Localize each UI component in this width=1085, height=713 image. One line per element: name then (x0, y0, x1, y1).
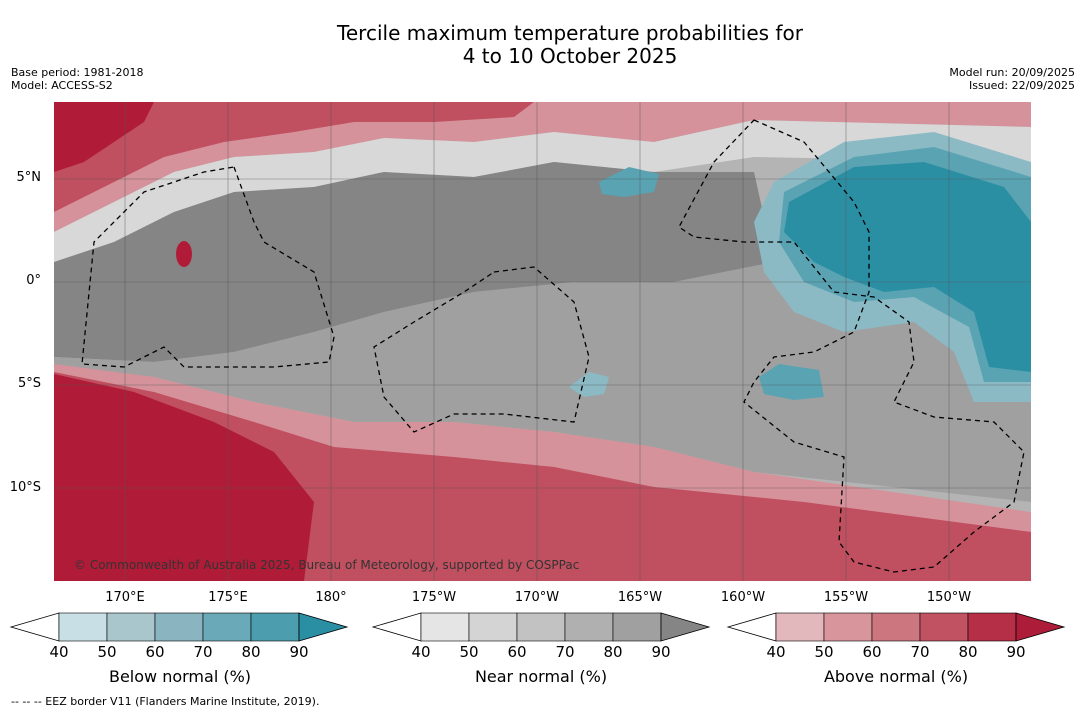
copyright-notice: © Commonwealth of Australia 2025, Bureau… (74, 558, 580, 572)
colorbar-below-segment-3 (202, 612, 252, 642)
probability-map (54, 102, 1031, 581)
colorbar-near-tick: 70 (555, 643, 575, 661)
north-above-normal-strong (54, 102, 154, 172)
colorbar-label-below: Below normal (%) (108, 667, 252, 686)
colorbar-above-segment-1 (823, 612, 873, 642)
near-normal-mid-region (54, 262, 1031, 502)
graticule (54, 102, 1031, 581)
model-run: Model run: 20/09/2025 (949, 66, 1075, 79)
colorbar-above-tick: 80 (958, 643, 978, 661)
north-pale-band (54, 120, 1031, 262)
above-normal-patch-island (176, 241, 192, 267)
colorbar-below-extend-low (9, 612, 60, 642)
colorbar-near-segment-1 (468, 612, 518, 642)
colorbar-above-extend-high (1015, 612, 1066, 642)
colorbar-above-segment-3 (919, 612, 969, 642)
below-normal-patch-east (759, 364, 824, 400)
colorbar-label-near: Near normal (%) (474, 667, 608, 686)
lon-label-175w: 175°W (411, 590, 457, 605)
colorbar-near-segment-4 (612, 612, 662, 642)
below-normal-patch-north (599, 167, 659, 197)
below-normal-patch-south (569, 372, 609, 397)
meta-right: Model run: 20/09/2025 Issued: 22/09/2025 (949, 66, 1075, 92)
colorbar-near-segment-3 (564, 612, 614, 642)
north-above-normal-core (54, 102, 534, 212)
lon-label-170e: 170°E (105, 590, 145, 605)
colorbar-below-tick: 90 (289, 643, 309, 661)
colorbar-below-extend-high (298, 612, 349, 642)
colorbars (9, 612, 1066, 642)
lon-label-170w: 170°W (514, 590, 560, 605)
colorbar-near-tick: 80 (603, 643, 623, 661)
colorbar-above-tick: 70 (910, 643, 930, 661)
model-name: Model: ACCESS-S2 (11, 79, 113, 92)
lon-label-160w: 160°W (720, 590, 766, 605)
colorbar-below-segment-2 (154, 612, 204, 642)
south-above-normal-strong (54, 374, 314, 581)
base-period: Base period: 1981-2018 (11, 66, 144, 79)
colorbar-below-tick: 50 (97, 643, 117, 661)
colorbar-below-segment-4 (250, 612, 300, 642)
near-normal-dark-region (54, 162, 774, 362)
lon-label-180: 180° (315, 590, 347, 605)
colorbar-below-tick: 60 (145, 643, 165, 661)
colorbar-near-normal (371, 612, 711, 642)
colorbar-near-tick: 60 (507, 643, 527, 661)
colorbar-near-segment-0 (420, 612, 470, 642)
lat-label-0: 0° (26, 273, 41, 288)
colorbar-label-above: Above normal (%) (823, 667, 969, 686)
issued-date: Issued: 22/09/2025 (968, 79, 1075, 92)
colorbar-below-normal (9, 612, 349, 642)
map-title: Tercile maximum temperature probabilitie… (0, 22, 1085, 68)
colorbar-near-extend-high (660, 612, 711, 642)
colorbar-above-tick: 60 (862, 643, 882, 661)
colorbar-below-segment-0 (58, 612, 108, 642)
colorbar-near-segment-2 (516, 612, 566, 642)
colorbar-near-tick: 90 (651, 643, 671, 661)
colorbar-above-segment-0 (775, 612, 825, 642)
north-above-normal-region (54, 102, 1031, 232)
eez-borders (81, 119, 1025, 573)
meta-left: Base period: 1981-2018 Model: ACCESS-S2 (11, 66, 143, 92)
title-line-1: Tercile maximum temperature probabilitie… (337, 21, 803, 45)
colorbar-near-tick: 50 (459, 643, 479, 661)
colorbar-below-segment-1 (106, 612, 156, 642)
lon-label-150w: 150°W (926, 590, 972, 605)
lon-label-165w: 165°W (617, 590, 663, 605)
colorbar-above-segment-2 (871, 612, 921, 642)
colorbar-near-tick: 40 (411, 643, 431, 661)
lon-label-175e: 175°E (208, 590, 248, 605)
lat-label-5s: 5°S (17, 376, 41, 391)
colorbar-below-tick: 70 (193, 643, 213, 661)
colorbar-above-tick: 90 (1006, 643, 1026, 661)
eez-note: -- -- -- EEZ border V11 (Flanders Marine… (11, 695, 320, 708)
colorbar-above-tick: 50 (814, 643, 834, 661)
lat-label-10s: 10°S (9, 480, 41, 495)
colorbar-above-tick: 40 (766, 643, 786, 661)
lat-label-5n: 5°N (16, 170, 42, 185)
colorbar-above-extend-low (726, 612, 777, 642)
colorbar-near-extend-low (371, 612, 422, 642)
title-line-2: 4 to 10 October 2025 (462, 44, 678, 68)
colorbar-above-normal (726, 612, 1066, 642)
colorbar-below-tick: 40 (49, 643, 69, 661)
lon-label-155w: 155°W (823, 590, 869, 605)
colorbar-above-segment-4 (967, 612, 1017, 642)
colorbar-below-tick: 80 (241, 643, 261, 661)
